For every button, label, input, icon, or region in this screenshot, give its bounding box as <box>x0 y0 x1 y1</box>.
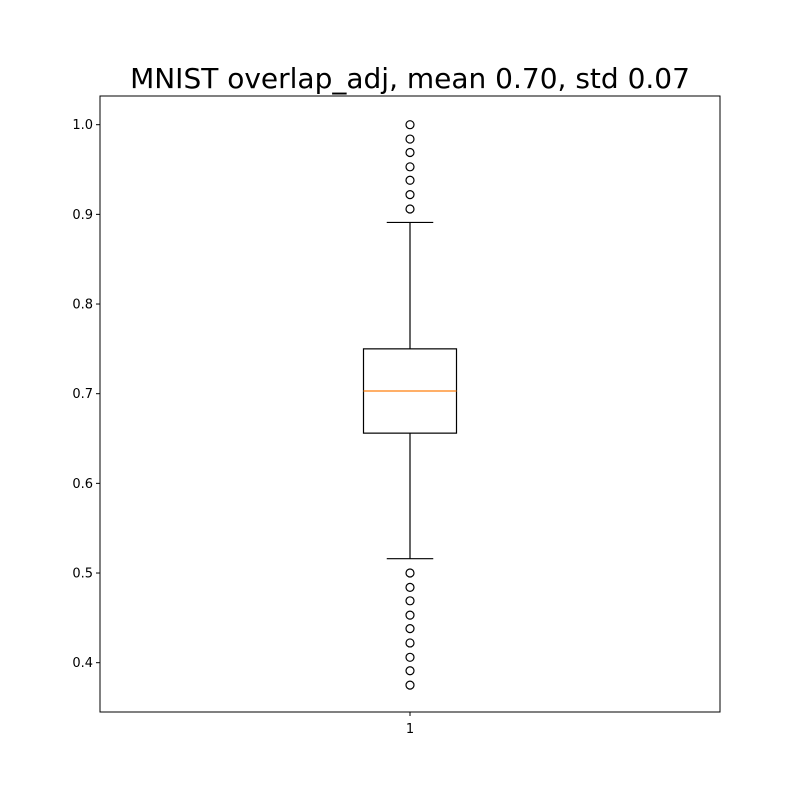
outlier-point <box>405 162 415 172</box>
chart-title: MNIST overlap_adj, mean 0.70, std 0.07 <box>130 62 690 95</box>
y-tick-label: 0.7 <box>72 387 93 402</box>
y-tick-label: 0.6 <box>72 477 93 492</box>
x-tick-label: 1 <box>406 722 414 737</box>
outlier-point <box>405 204 415 214</box>
outlier-point <box>405 624 415 634</box>
y-tick-label: 0.4 <box>72 656 93 671</box>
y-tick-label: 1.0 <box>72 118 93 133</box>
outlier-point <box>405 652 415 662</box>
box-group <box>362 120 458 690</box>
outlier-point <box>405 680 415 690</box>
outlier-point <box>405 582 415 592</box>
outlier-point <box>405 610 415 620</box>
y-tick-label: 0.9 <box>72 208 93 223</box>
outlier-point <box>405 134 415 144</box>
outlier-point <box>405 120 415 130</box>
y-tick-label: 0.8 <box>72 298 93 313</box>
outlier-point <box>405 666 415 676</box>
outlier-point <box>405 147 415 158</box>
x-axis: 1 <box>406 712 414 737</box>
outlier-point <box>405 596 415 606</box>
outlier-point <box>405 568 415 578</box>
y-tick-label: 0.5 <box>72 567 93 582</box>
outlier-point <box>405 175 415 185</box>
y-axis: 0.4 0.5 0.6 0.7 0.8 0.9 1.0 <box>72 118 100 671</box>
outlier-point <box>405 638 415 648</box>
outlier-point <box>405 190 415 200</box>
